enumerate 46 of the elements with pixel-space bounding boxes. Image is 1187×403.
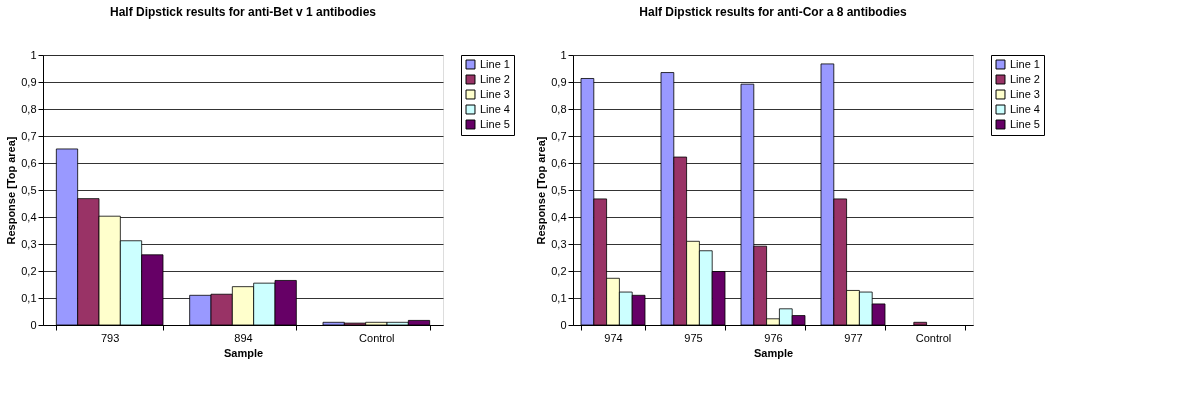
legend-label: Line 2 bbox=[1010, 72, 1040, 85]
y-tick-label: 0,9 bbox=[21, 75, 37, 88]
y-tick-label: 0,2 bbox=[551, 264, 567, 277]
y-tick-label: 0,6 bbox=[21, 156, 37, 169]
y-axis-title: Response [Top area] bbox=[535, 136, 548, 245]
x-tick-label: 793 bbox=[100, 331, 120, 344]
legend-label: Line 5 bbox=[480, 117, 510, 130]
y-tick-label: 1 bbox=[560, 48, 567, 61]
x-tick-label: 977 bbox=[844, 331, 863, 344]
x-tick-label: Control bbox=[359, 331, 395, 344]
x-tick-label: 976 bbox=[764, 331, 783, 344]
x-tick-label: 974 bbox=[604, 331, 623, 344]
y-tick-label: 0 bbox=[560, 318, 567, 331]
y-tick-label: 0,8 bbox=[551, 102, 567, 115]
y-tick-label: 0,5 bbox=[21, 183, 37, 196]
x-axis-title: Sample bbox=[753, 346, 794, 359]
y-tick-label: 0,7 bbox=[21, 129, 37, 142]
chart-title: Half Dipstick results for anti-Cor a 8 antibodies bbox=[639, 5, 908, 19]
legend-label: Line 2 bbox=[480, 72, 510, 85]
y-tick-label: 0,2 bbox=[21, 264, 37, 277]
y-tick-label: 0,1 bbox=[21, 291, 37, 304]
y-tick-label: 0 bbox=[30, 318, 37, 331]
legend-label: Line 3 bbox=[480, 87, 510, 100]
x-tick-label: 975 bbox=[684, 331, 703, 344]
legend-label: Line 5 bbox=[1010, 117, 1040, 130]
y-tick-label: 0,9 bbox=[551, 75, 567, 88]
y-tick-label: 0,3 bbox=[21, 237, 37, 250]
y-tick-label: 1 bbox=[30, 48, 37, 61]
y-tick-label: 0,7 bbox=[551, 129, 567, 142]
x-tick-label: Control bbox=[915, 331, 952, 344]
y-tick-label: 0,4 bbox=[551, 210, 567, 223]
chart-title: Half Dipstick results for anti-Bet v 1 antibodies bbox=[109, 5, 377, 19]
y-tick-label: 0,1 bbox=[551, 291, 567, 304]
y-tick-label: 0,5 bbox=[551, 183, 567, 196]
legend-label: Line 4 bbox=[1010, 102, 1040, 115]
legend-label: Line 1 bbox=[480, 57, 510, 70]
x-tick-label: 894 bbox=[234, 331, 253, 344]
y-tick-label: 0,8 bbox=[21, 102, 37, 115]
legend-label: Line 1 bbox=[1010, 57, 1040, 70]
x-axis-title: Sample bbox=[223, 346, 264, 359]
legend-label: Line 4 bbox=[480, 102, 510, 115]
legend-label: Line 3 bbox=[1010, 87, 1040, 100]
y-tick-label: 0,3 bbox=[551, 237, 567, 250]
y-tick-label: 0,4 bbox=[21, 210, 37, 223]
y-axis-title: Response [Top area] bbox=[5, 136, 18, 245]
y-tick-label: 0,6 bbox=[551, 156, 567, 169]
